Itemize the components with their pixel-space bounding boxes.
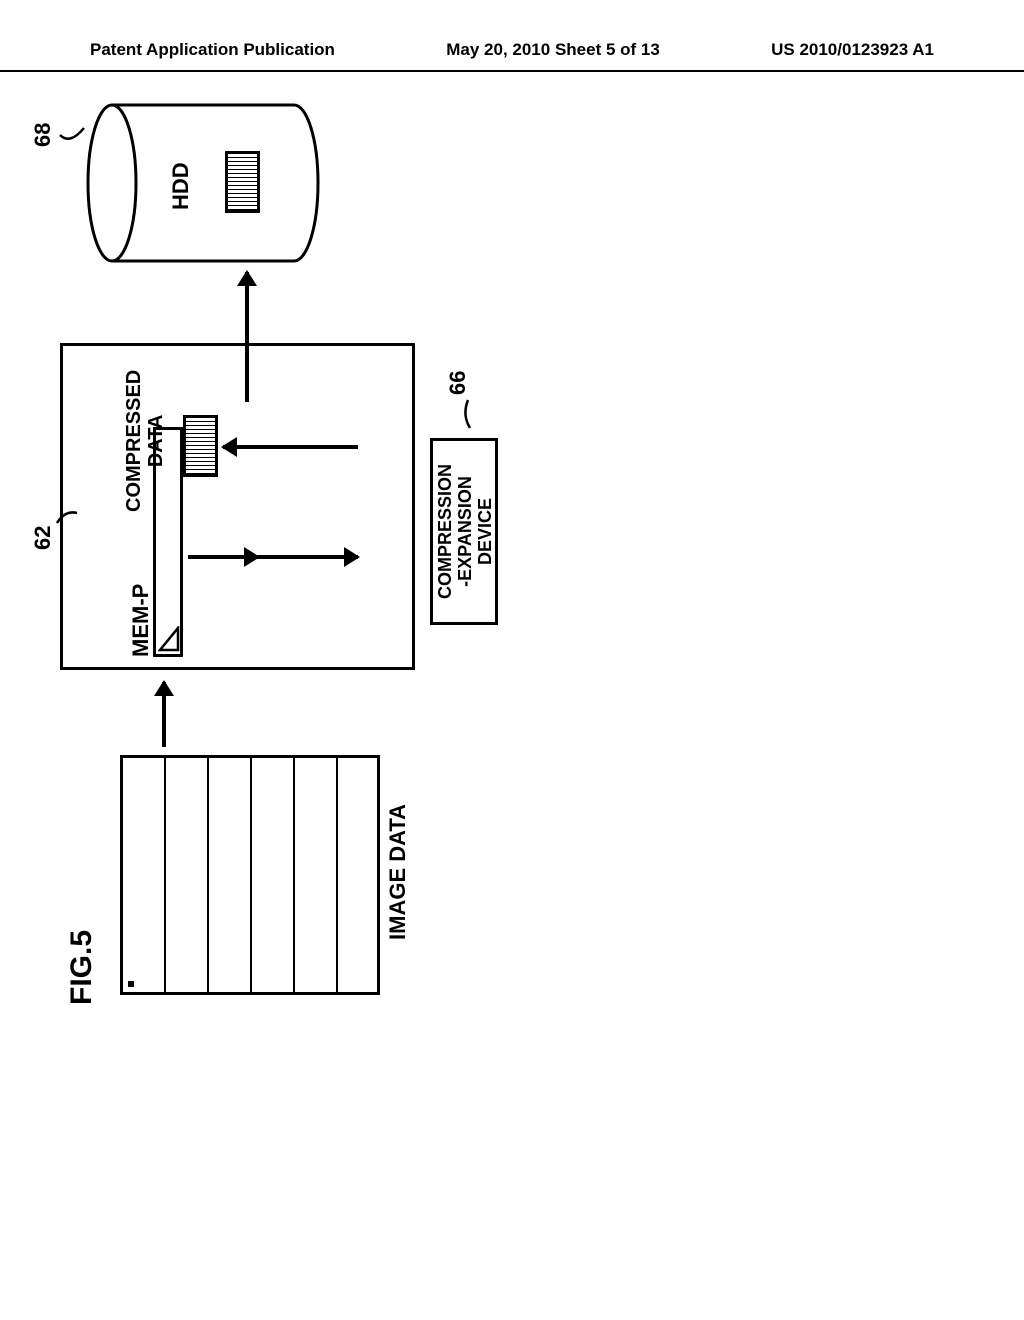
header-right: US 2010/0123923 A1 xyxy=(771,40,934,60)
figure-label: FIG.5 xyxy=(65,930,99,1005)
arrow-from-device-icon xyxy=(223,445,358,449)
ref-num-62: 62 xyxy=(30,526,56,550)
patent-header: Patent Application Publication May 20, 2… xyxy=(0,0,1024,72)
ref-68-curve-icon xyxy=(58,120,88,150)
image-data-row xyxy=(338,758,381,992)
image-data-label: IMAGE DATA xyxy=(385,804,411,940)
image-data-row xyxy=(252,758,295,992)
image-data-row xyxy=(123,758,166,992)
mem-p-box: MEM-P COMPRESSED DATA xyxy=(60,343,415,670)
arrow-image-to-memp-icon xyxy=(162,682,166,747)
compression-device-box: COMPRESSION -EXPANSION DEVICE xyxy=(430,438,498,625)
compressed-data-label: COMPRESSED DATA xyxy=(123,370,167,512)
arrow-to-device-icon xyxy=(258,555,358,559)
image-data-row xyxy=(166,758,209,992)
ref-62-curve-icon xyxy=(55,495,80,525)
mem-p-triangle-icon xyxy=(158,626,180,652)
image-data-row xyxy=(209,758,252,992)
arrow-memp-down-icon xyxy=(188,555,258,559)
arrow-to-hdd-icon xyxy=(245,272,249,402)
ref-num-68: 68 xyxy=(30,123,56,147)
hdd-label: HDD xyxy=(168,162,194,210)
image-data-row xyxy=(295,758,338,992)
ref-num-66: 66 xyxy=(445,371,471,395)
compressed-data-box xyxy=(183,415,218,477)
mem-p-label: MEM-P xyxy=(128,584,154,657)
header-left: Patent Application Publication xyxy=(90,40,335,60)
diagram-container: FIG.5 IMAGE DATA MEM-P COMPRESSED DATA 6… xyxy=(110,385,1024,965)
hdd-inner-box xyxy=(225,151,260,213)
ref-66-curve-icon xyxy=(460,395,480,430)
header-center: May 20, 2010 Sheet 5 of 13 xyxy=(446,40,660,60)
image-data-box xyxy=(120,755,380,995)
hdd-cylinder-icon xyxy=(84,100,324,265)
